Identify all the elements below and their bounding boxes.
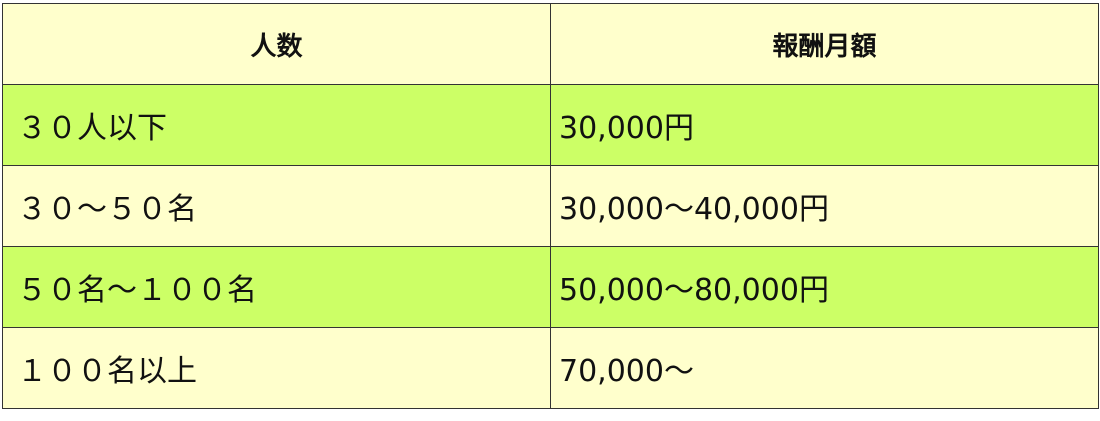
fee-cell: 50,000～80,000円 <box>550 246 1099 328</box>
table-row: １００名以上 70,000～ <box>2 327 1099 409</box>
header-row: 人数 報酬月額 <box>2 3 1099 85</box>
fee-cell: 70,000～ <box>550 327 1099 409</box>
table-body: ３０人以下 30,000円 ３０～５０名 30,000～40,000円 ５０名～１００名… <box>2 84 1099 409</box>
headcount-cell: １００名以上 <box>2 327 551 409</box>
table-row: ３０人以下 30,000円 <box>2 84 1099 166</box>
table-row: ５０名～１００名 50,000～80,000円 <box>2 246 1099 328</box>
header-cell: 人数 <box>2 3 551 85</box>
fee-cell: 30,000～40,000円 <box>550 165 1099 247</box>
headcount-cell: ５０名～１００名 <box>2 246 551 328</box>
table-row: ３０～５０名 30,000～40,000円 <box>2 165 1099 247</box>
headcount-cell: ３０～５０名 <box>2 165 551 247</box>
fee-cell: 30,000円 <box>550 84 1099 166</box>
headcount-cell: ３０人以下 <box>2 84 551 166</box>
header-cell: 報酬月額 <box>550 3 1099 85</box>
fee-table: 人数 報酬月額 ３０人以下 30,000円 ３０～５０名 30,000～40,000円… <box>2 3 1099 409</box>
